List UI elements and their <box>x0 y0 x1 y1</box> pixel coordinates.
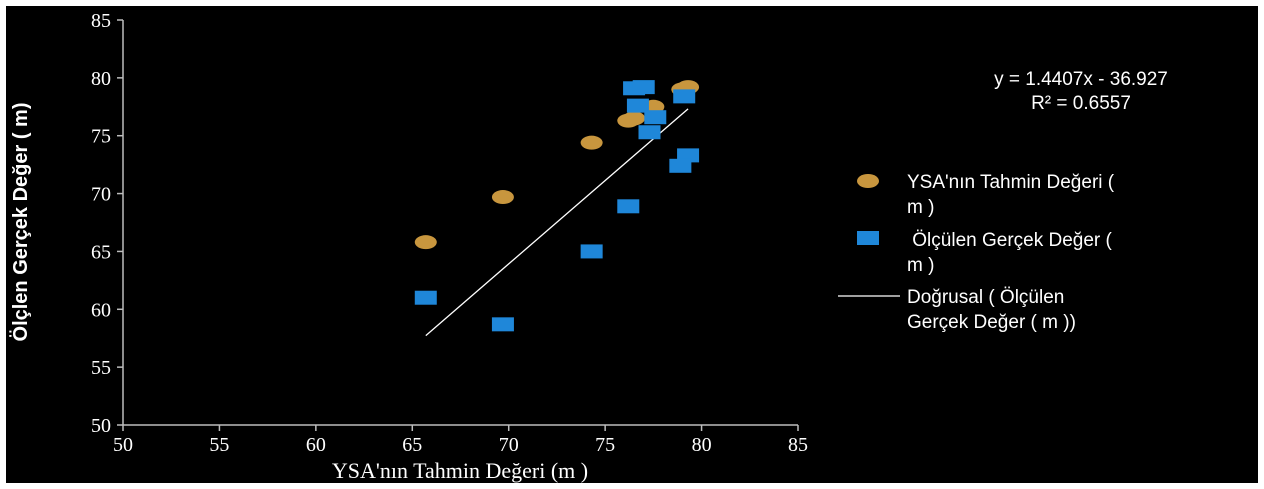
legend-label-series-2-line-1: Ölçülen Gerçek Değer ( <box>907 230 1113 251</box>
trendline-equation: y = 1.4407x - 36.927 <box>994 69 1168 90</box>
trendline-r2: R² = 0.6557 <box>1031 93 1131 114</box>
axes <box>122 20 798 426</box>
legend-label-series-2-line-2: m ) <box>907 255 934 276</box>
x-tick-label: 85 <box>788 434 808 456</box>
data-point-olculen <box>414 290 437 305</box>
data-point-ysa <box>491 190 514 205</box>
x-tick-label: 65 <box>402 434 422 456</box>
legend-label-trendline-line-2: Gerçek Değer ( m )) <box>907 312 1076 333</box>
legend: YSA'nın Tahmin Değeri ( m ) Ölçülen Gerç… <box>838 172 1115 333</box>
data-point-olculen <box>626 98 649 113</box>
y-tick-label: 75 <box>91 126 111 148</box>
legend-label-series-1-line-1: YSA'nın Tahmin Değeri ( <box>907 172 1115 193</box>
data-point-olculen <box>632 80 655 95</box>
legend-marker-square <box>857 231 879 245</box>
y-tick-label: 60 <box>91 299 111 321</box>
legend-label-series-1-line-2: m ) <box>907 197 934 218</box>
data-point-olculen <box>617 199 640 214</box>
data-point-olculen <box>638 125 661 140</box>
x-tick-label: 60 <box>306 434 326 456</box>
data-point-olculen <box>673 89 696 104</box>
x-axis-title: YSA'nın Tahmin Değeri (m ) <box>332 458 588 483</box>
data-point-ysa <box>623 111 646 126</box>
y-tick-label: 50 <box>91 415 111 437</box>
x-tick-label: 55 <box>209 434 229 456</box>
x-tick-label: 50 <box>113 434 133 456</box>
data-point-olculen <box>580 244 603 259</box>
x-tick-label: 75 <box>595 434 615 456</box>
trendline <box>425 108 689 337</box>
y-tick-label: 85 <box>91 10 111 32</box>
data-point-ysa <box>580 135 603 150</box>
legend-label-trendline-line-1: Doğrusal ( Ölçülen <box>907 287 1064 308</box>
y-tick-label: 80 <box>91 68 111 90</box>
data-point-olculen <box>669 158 692 173</box>
y-tick-label: 65 <box>91 241 111 263</box>
y-tick-label: 55 <box>91 357 111 379</box>
data-point-olculen <box>644 110 667 125</box>
legend-marker-ellipse <box>857 174 879 188</box>
y-tick-label: 70 <box>91 184 111 206</box>
data-points <box>414 80 700 332</box>
x-tick-label: 70 <box>499 434 519 456</box>
y-axis-title: Ölçlen Gerçek Değer ( m) <box>9 103 32 342</box>
data-point-olculen <box>491 317 514 332</box>
tick-labels: 50 55 60 65 70 75 80 85 50 55 60 65 70 75 80 85 <box>91 10 808 456</box>
data-point-ysa <box>414 235 437 250</box>
x-tick-label: 80 <box>692 434 712 456</box>
